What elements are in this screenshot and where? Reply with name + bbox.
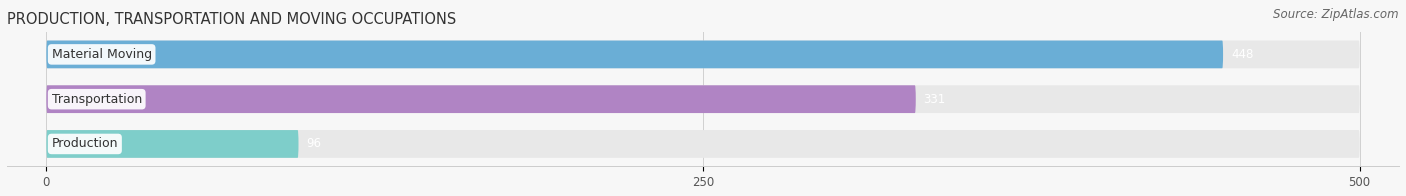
FancyBboxPatch shape [46,130,1360,158]
Text: Material Moving: Material Moving [52,48,152,61]
Text: Source: ZipAtlas.com: Source: ZipAtlas.com [1274,8,1399,21]
Text: 448: 448 [1230,48,1253,61]
Text: 331: 331 [924,93,946,106]
Text: PRODUCTION, TRANSPORTATION AND MOVING OCCUPATIONS: PRODUCTION, TRANSPORTATION AND MOVING OC… [7,12,456,27]
FancyBboxPatch shape [46,85,1360,113]
Text: Transportation: Transportation [52,93,142,106]
Text: 96: 96 [307,137,322,151]
FancyBboxPatch shape [46,41,1223,68]
Text: Production: Production [52,137,118,151]
FancyBboxPatch shape [46,41,1360,68]
FancyBboxPatch shape [46,130,298,158]
FancyBboxPatch shape [46,85,915,113]
